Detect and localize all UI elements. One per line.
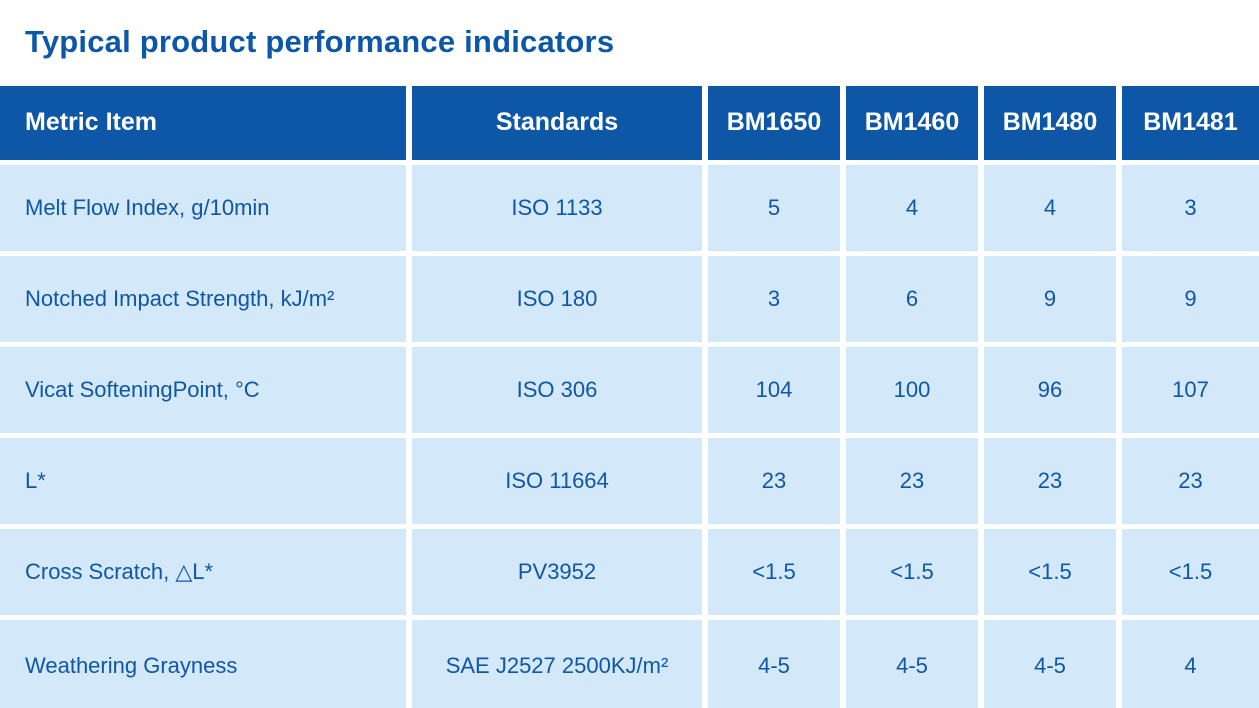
metric-cell: Vicat SofteningPoint, °C xyxy=(0,347,406,433)
column-header-metric-item: Metric Item xyxy=(0,86,406,160)
metric-cell: Melt Flow Index, g/10min xyxy=(0,165,406,251)
value-cell: 23 xyxy=(1122,438,1259,524)
value-cell: 96 xyxy=(984,347,1116,433)
metric-cell: Weathering Grayness xyxy=(0,620,406,708)
value-cell: 3 xyxy=(708,256,840,342)
standard-cell: ISO 306 xyxy=(412,347,702,433)
value-cell: 4 xyxy=(846,165,978,251)
column-header-standards: Standards xyxy=(412,86,702,160)
value-cell: 100 xyxy=(846,347,978,433)
standard-cell: PV3952 xyxy=(412,529,702,615)
performance-table: Metric Item Standards BM1650 BM1460 BM14… xyxy=(0,86,1259,708)
value-cell: 4 xyxy=(984,165,1116,251)
value-cell: 104 xyxy=(708,347,840,433)
column-header-bm1480: BM1480 xyxy=(984,86,1116,160)
value-cell: 23 xyxy=(846,438,978,524)
standard-cell: ISO 180 xyxy=(412,256,702,342)
value-cell: <1.5 xyxy=(984,529,1116,615)
value-cell: 5 xyxy=(708,165,840,251)
column-header-bm1481: BM1481 xyxy=(1122,86,1259,160)
value-cell: 23 xyxy=(708,438,840,524)
value-cell: <1.5 xyxy=(708,529,840,615)
standard-cell: SAE J2527 2500KJ/m² xyxy=(412,620,702,708)
standard-cell: ISO 1133 xyxy=(412,165,702,251)
value-cell: 4-5 xyxy=(708,620,840,708)
metric-cell: Cross Scratch, △L* xyxy=(0,529,406,615)
value-cell: 6 xyxy=(846,256,978,342)
metric-cell: Notched Impact Strength, kJ/m² xyxy=(0,256,406,342)
value-cell: 23 xyxy=(984,438,1116,524)
page-title: Typical product performance indicators xyxy=(25,24,615,59)
standard-cell: ISO 11664 xyxy=(412,438,702,524)
value-cell: 4-5 xyxy=(846,620,978,708)
value-cell: 9 xyxy=(984,256,1116,342)
value-cell: 3 xyxy=(1122,165,1259,251)
value-cell: <1.5 xyxy=(1122,529,1259,615)
value-cell: 107 xyxy=(1122,347,1259,433)
metric-cell: L* xyxy=(0,438,406,524)
value-cell: 4-5 xyxy=(984,620,1116,708)
value-cell: 9 xyxy=(1122,256,1259,342)
column-header-bm1460: BM1460 xyxy=(846,86,978,160)
value-cell: 4 xyxy=(1122,620,1259,708)
value-cell: <1.5 xyxy=(846,529,978,615)
column-header-bm1650: BM1650 xyxy=(708,86,840,160)
